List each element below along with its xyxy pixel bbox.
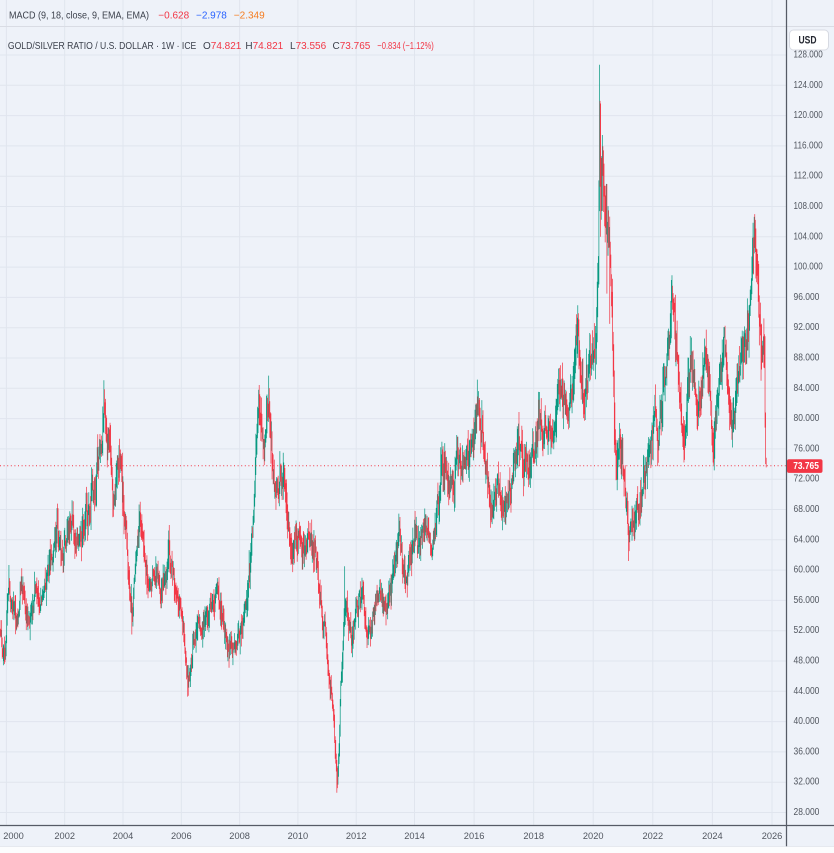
svg-text:−0.834 (−1.12%): −0.834 (−1.12%): [377, 41, 434, 52]
svg-text:96.000: 96.000: [794, 292, 820, 303]
svg-text:44.000: 44.000: [794, 686, 820, 697]
svg-text:2010: 2010: [288, 831, 309, 842]
svg-text:84.000: 84.000: [794, 383, 820, 394]
svg-text:2026: 2026: [762, 831, 783, 842]
svg-text:−2.978: −2.978: [196, 11, 227, 22]
svg-text:2002: 2002: [54, 831, 75, 842]
svg-text:112.000: 112.000: [794, 171, 824, 182]
svg-text:88.000: 88.000: [794, 353, 820, 364]
svg-text:92.000: 92.000: [794, 322, 820, 333]
svg-text:2018: 2018: [523, 831, 544, 842]
svg-text:2008: 2008: [229, 831, 250, 842]
svg-text:48.000: 48.000: [794, 656, 820, 667]
svg-text:MACD (9, 18, close, 9, EMA, EM: MACD (9, 18, close, 9, EMA, EMA): [9, 11, 149, 22]
svg-text:72.000: 72.000: [794, 474, 820, 485]
svg-text:56.000: 56.000: [794, 595, 820, 606]
svg-text:O74.821: O74.821: [203, 41, 242, 52]
svg-text:120.000: 120.000: [794, 110, 824, 121]
svg-text:104.000: 104.000: [794, 231, 824, 242]
svg-text:36.000: 36.000: [794, 746, 820, 757]
svg-text:68.000: 68.000: [794, 504, 820, 515]
svg-text:2006: 2006: [171, 831, 192, 842]
svg-text:60.000: 60.000: [794, 565, 820, 576]
svg-text:2020: 2020: [583, 831, 604, 842]
svg-text:64.000: 64.000: [794, 534, 820, 545]
svg-text:2014: 2014: [404, 831, 425, 842]
svg-text:USD: USD: [799, 35, 817, 47]
svg-text:2022: 2022: [643, 831, 664, 842]
svg-text:2004: 2004: [113, 831, 134, 842]
svg-text:GOLD/SILVER RATIO / U.S. DOLLA: GOLD/SILVER RATIO / U.S. DOLLAR · 1W · I…: [8, 41, 197, 52]
svg-text:52.000: 52.000: [794, 625, 820, 636]
svg-text:H74.821: H74.821: [245, 41, 283, 52]
svg-text:76.000: 76.000: [794, 443, 820, 454]
svg-text:80.000: 80.000: [794, 413, 820, 424]
svg-text:124.000: 124.000: [794, 80, 824, 91]
svg-text:L73.556: L73.556: [290, 41, 327, 52]
svg-text:−2.349: −2.349: [234, 11, 265, 22]
svg-text:28.000: 28.000: [794, 807, 820, 818]
svg-text:128.000: 128.000: [794, 50, 824, 61]
svg-text:2024: 2024: [702, 831, 723, 842]
svg-text:32.000: 32.000: [794, 777, 820, 788]
svg-text:116.000: 116.000: [794, 140, 824, 151]
svg-text:100.000: 100.000: [794, 262, 824, 273]
svg-text:73.765: 73.765: [793, 461, 819, 472]
svg-text:40.000: 40.000: [794, 716, 820, 727]
svg-text:−0.628: −0.628: [158, 11, 189, 22]
svg-text:108.000: 108.000: [794, 201, 824, 212]
svg-text:C73.765: C73.765: [333, 41, 371, 52]
svg-text:2000: 2000: [3, 831, 24, 842]
svg-text:2016: 2016: [464, 831, 485, 842]
svg-text:2012: 2012: [346, 831, 367, 842]
